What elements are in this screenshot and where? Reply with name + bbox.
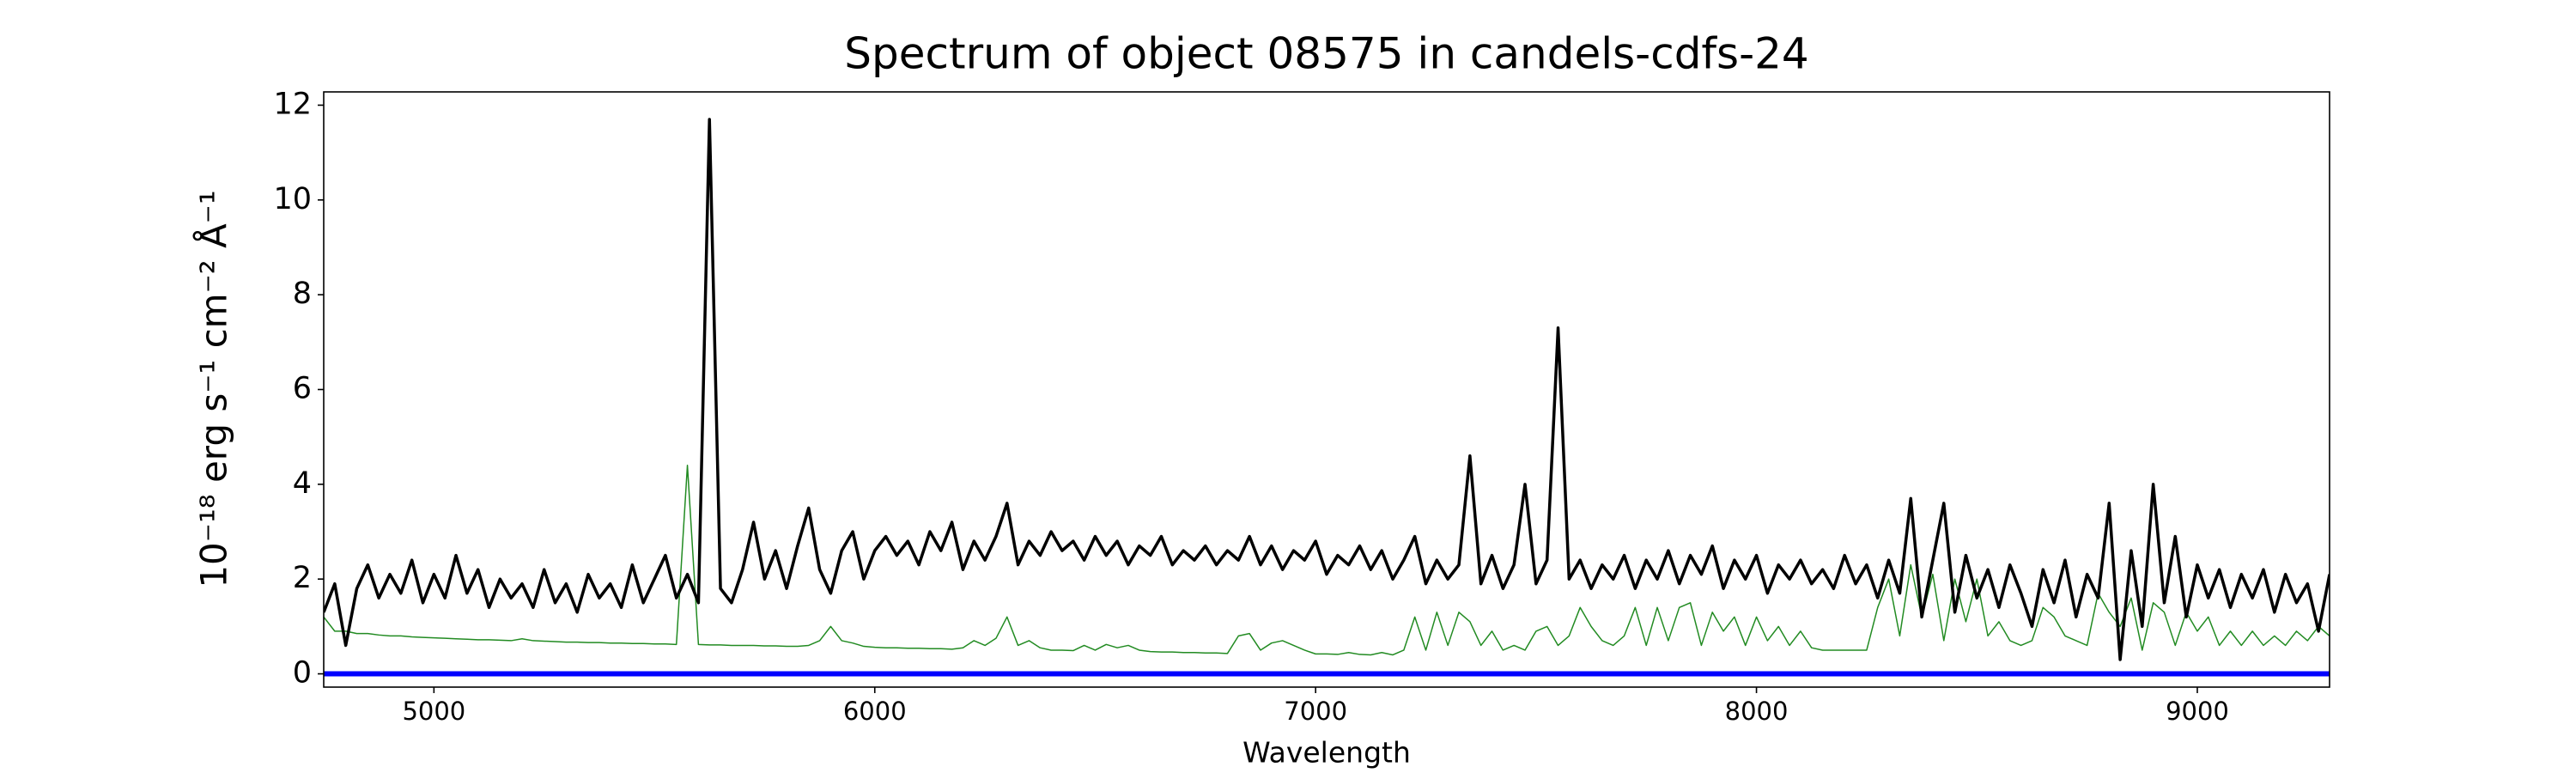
y-tick-label: 4 — [293, 466, 312, 501]
spectrum-line — [324, 118, 2330, 661]
y-tick-label: 0 — [293, 656, 312, 691]
x-tick-label: 6000 — [843, 697, 907, 726]
spectrum-line — [324, 465, 2330, 656]
x-tick-label: 5000 — [402, 697, 465, 726]
y-tick-label: 12 — [273, 87, 312, 121]
x-tick-label: 9000 — [2166, 697, 2229, 726]
chart-title: Spectrum of object 08575 in candels-cdfs… — [844, 29, 1809, 79]
x-tick-label: 8000 — [1725, 697, 1789, 726]
x-axis-label: Wavelength — [1242, 736, 1411, 770]
plot-frame — [323, 91, 2330, 688]
x-tick-label: 7000 — [1284, 697, 1347, 726]
y-tick-label: 10 — [273, 182, 312, 216]
y-axis-label: 10⁻¹⁸ erg s⁻¹ cm⁻² Å⁻¹ — [192, 190, 235, 587]
y-tick-label: 6 — [293, 372, 312, 406]
y-tick-label: 2 — [293, 561, 312, 595]
y-tick-label: 8 — [293, 277, 312, 311]
